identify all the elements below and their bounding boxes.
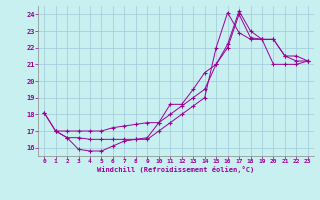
X-axis label: Windchill (Refroidissement éolien,°C): Windchill (Refroidissement éolien,°C) <box>97 166 255 173</box>
